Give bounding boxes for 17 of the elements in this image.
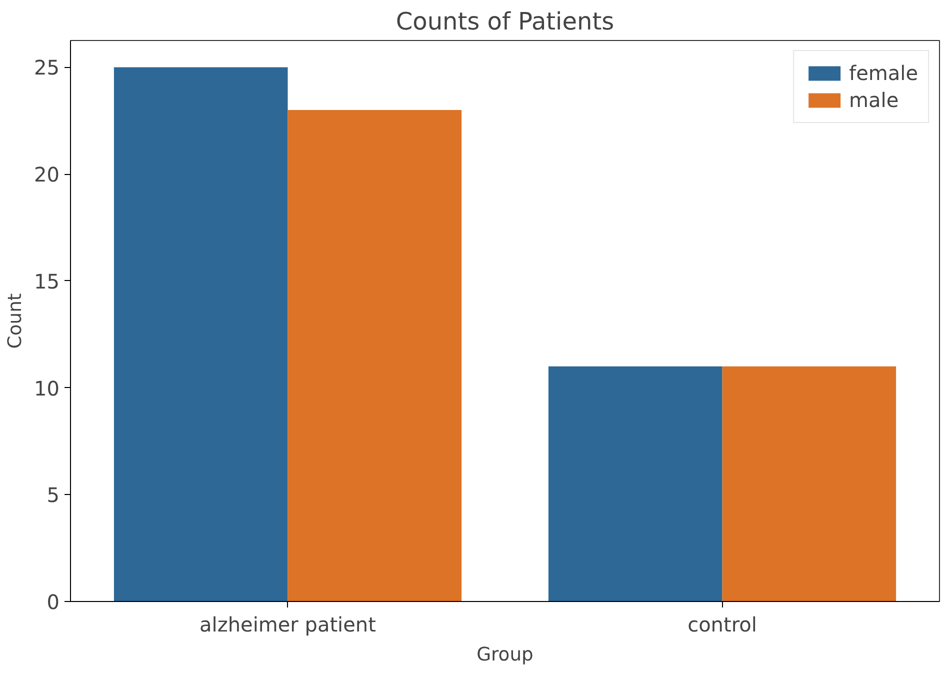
x-tick-label: alzheimer patient (200, 612, 376, 636)
y-tick-label: 20 (34, 162, 60, 187)
bar (722, 366, 896, 602)
bar (548, 366, 722, 602)
y-tick-label: 15 (34, 269, 60, 294)
chart-title: Counts of Patients (396, 8, 614, 36)
y-tick-label: 25 (34, 56, 60, 80)
y-tick-label: 5 (46, 483, 60, 508)
y-tick-label: 10 (34, 376, 60, 400)
y-axis-title: Count (5, 293, 26, 349)
legend-label: female (849, 61, 918, 85)
x-axis-title: Group (476, 644, 534, 666)
bar (288, 110, 462, 602)
y-tick-label: 0 (46, 590, 60, 614)
legend-label: male (849, 88, 899, 112)
bar (114, 67, 288, 602)
x-tick-label: control (688, 612, 757, 636)
